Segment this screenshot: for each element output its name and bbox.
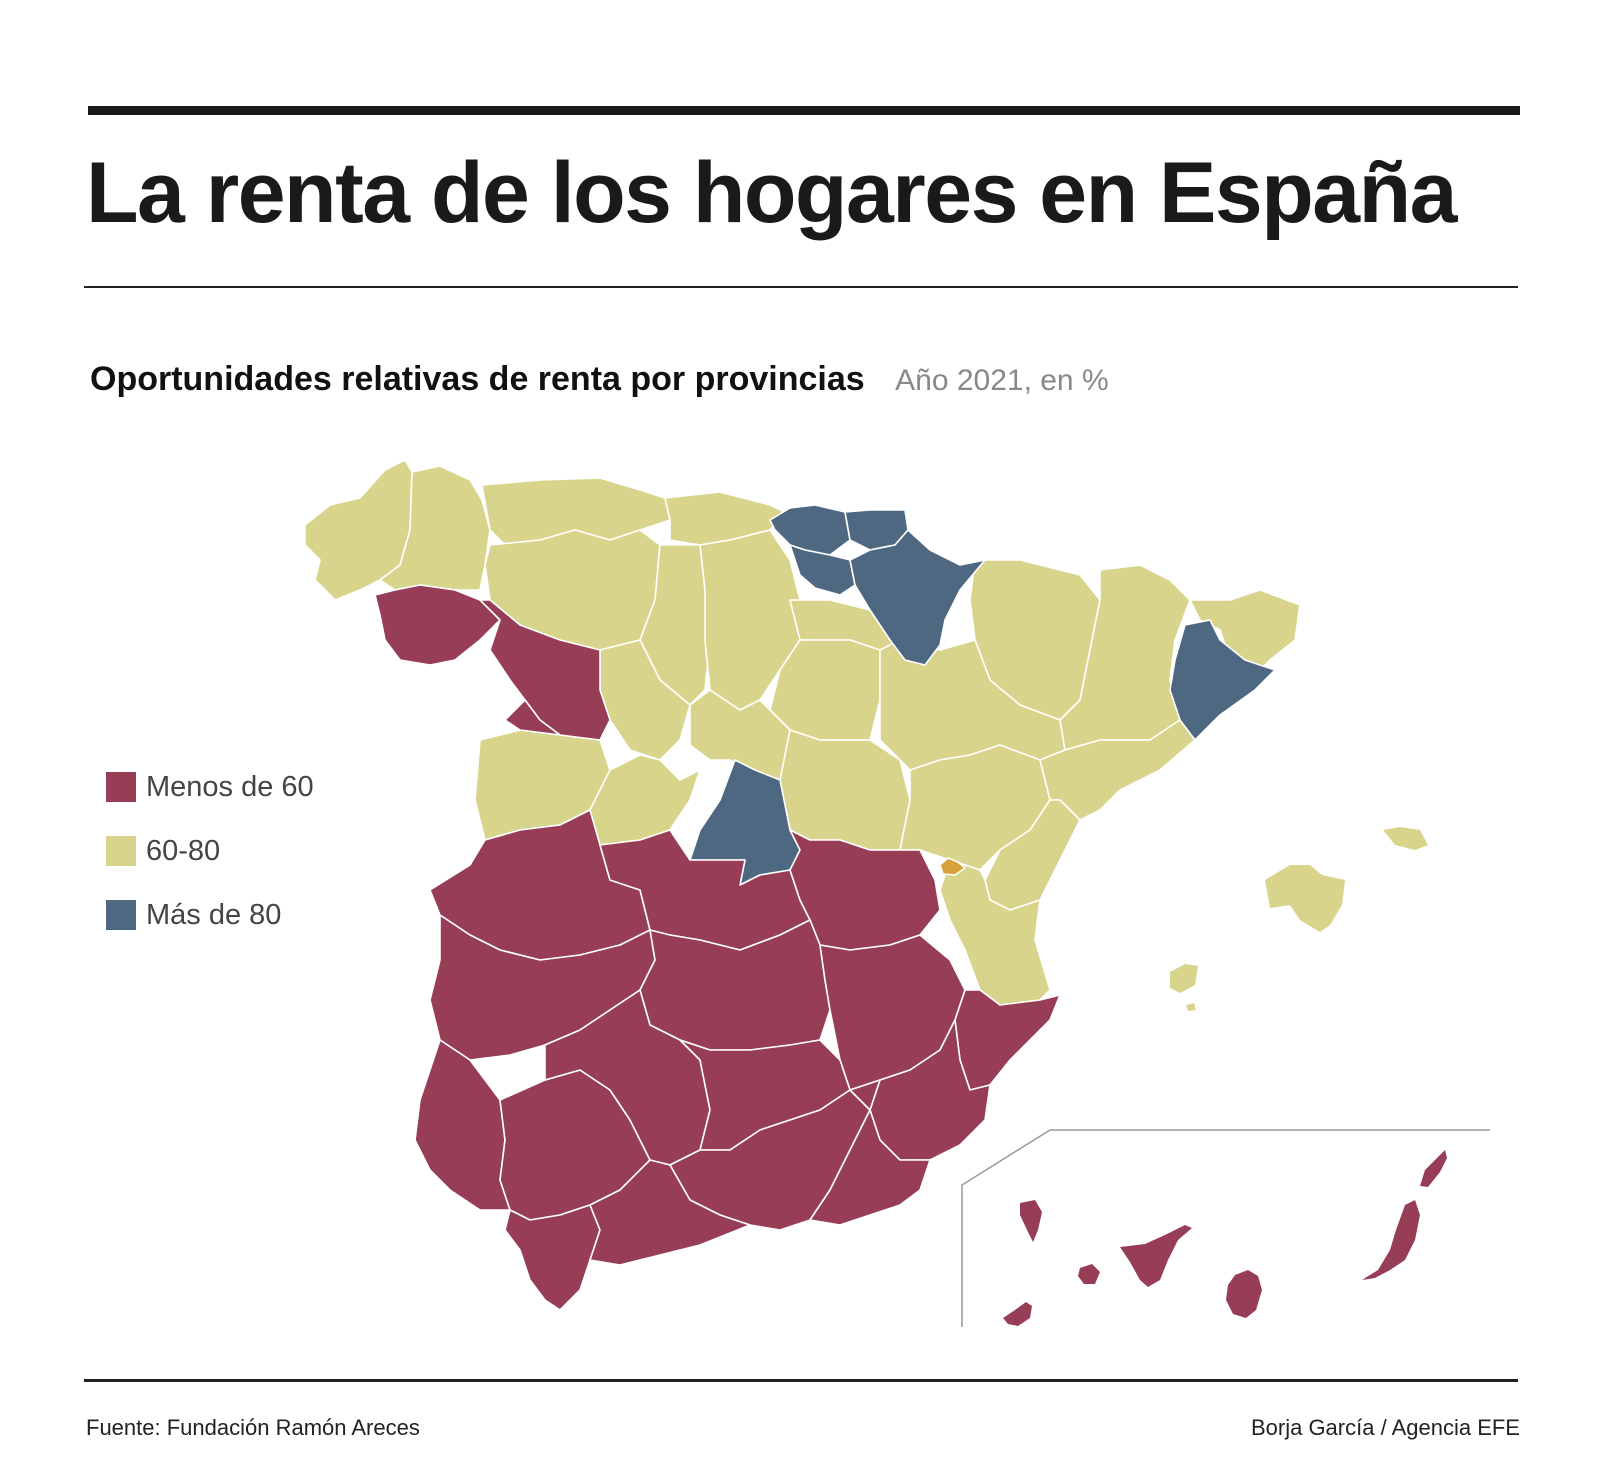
province-malaga: [589, 1159, 751, 1266]
canary-inset-frame: [961, 1129, 1490, 1327]
province-barcelona: [1169, 619, 1276, 741]
legend-swatch-mid: [106, 836, 136, 866]
province-alava: [789, 544, 856, 596]
footer-divider: [84, 1379, 1518, 1382]
island-el-hierro: [1003, 1302, 1032, 1326]
province-bizkaia: [769, 504, 851, 556]
province-zamora: [504, 699, 561, 736]
enclave-marker: [939, 857, 966, 876]
island-la-palma: [1020, 1200, 1042, 1242]
map-group-high: [689, 504, 1276, 886]
province-valencia: [939, 859, 1051, 1006]
province-huelva: [414, 1039, 511, 1211]
legend-label-low: Menos de 60: [146, 770, 314, 803]
chart-note: Año 2021, en %: [895, 364, 1109, 397]
island-mallorca: [1265, 865, 1345, 932]
legend-label-mid: 60-80: [146, 834, 221, 867]
top-rule: [88, 106, 1520, 115]
island-formentera: [1186, 1003, 1196, 1011]
legend-label-high: Más de 80: [146, 898, 282, 931]
legend-swatch-high: [106, 900, 136, 930]
island-lanzarote: [1420, 1150, 1447, 1187]
subtitle-row: Oportunidades relativas de renta por pro…: [90, 360, 1109, 399]
province-ourense: [479, 599, 611, 741]
title-divider: [84, 286, 1518, 288]
map-legend: Menos de 60 60-80 Más de 80: [106, 755, 314, 947]
legend-item-mid: 60-80: [106, 819, 314, 883]
island-gran-canaria: [1226, 1270, 1262, 1318]
source-text: Fuente: Fundación Ramón Areces: [86, 1415, 420, 1440]
page-title: La renta de los hogares en España: [86, 145, 1457, 241]
island-tenerife: [1120, 1225, 1192, 1287]
legend-item-low: Menos de 60: [106, 755, 314, 819]
province-pontevedra: [374, 584, 501, 666]
legend-item-high: Más de 80: [106, 883, 314, 947]
legend-swatch-low: [106, 772, 136, 802]
province-cadiz: [504, 1204, 601, 1311]
map-group-mid: [304, 459, 1428, 1011]
credit-text: Borja García / Agencia EFE: [1250, 1415, 1520, 1440]
province-navarra: [849, 529, 986, 666]
chart-subtitle: Oportunidades relativas de renta por pro…: [90, 360, 865, 398]
province-alicante: [954, 989, 1061, 1091]
island-ibiza: [1170, 964, 1198, 993]
island-menorca: [1383, 827, 1428, 850]
province-almeria: [809, 1079, 931, 1226]
province-lugo: [379, 465, 491, 591]
map-group-low: [374, 584, 1447, 1326]
island-la-gomera: [1078, 1264, 1100, 1284]
island-fuerteventura: [1362, 1200, 1420, 1280]
